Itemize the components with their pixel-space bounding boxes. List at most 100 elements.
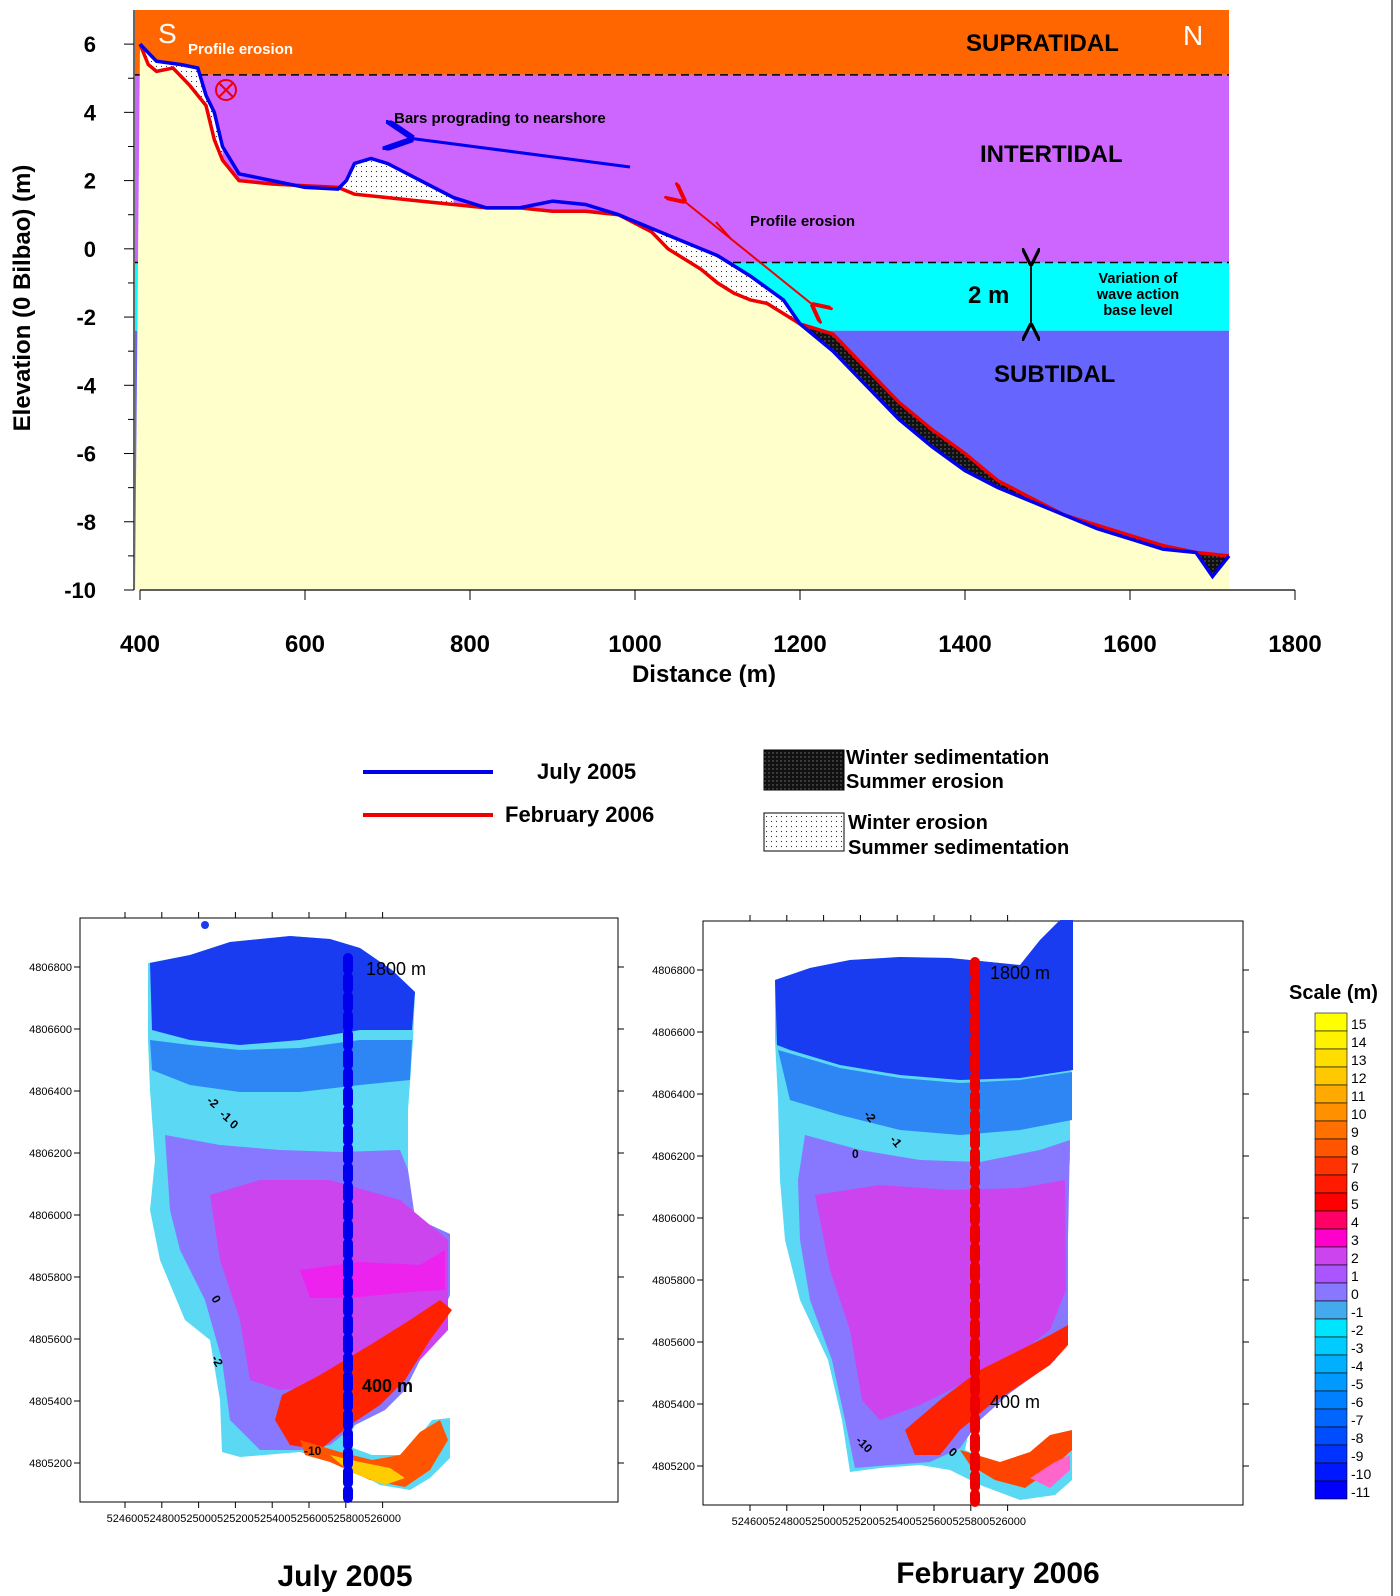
- x-tick-label-3: 1000: [608, 631, 661, 658]
- map-february-2006: 524600 524800 525000 525200 525400 525600 5258…: [652, 915, 1249, 1590]
- zone-label-subtidal: SUBTIDAL: [994, 361, 1115, 388]
- scale-label-3: 12: [1351, 1070, 1367, 1086]
- profile-erosion-tick: [715, 221, 733, 241]
- y-axis-title: Elevation (0 Bilbao) (m): [9, 165, 36, 432]
- legend-february-label: February 2006: [505, 802, 654, 827]
- map-february-label-400: 400 m: [990, 1392, 1040, 1412]
- scale-swatch-3: [1314, 1066, 1348, 1086]
- scale-label-5: 10: [1351, 1106, 1367, 1122]
- y-tick-label-7: -8: [76, 510, 96, 535]
- scale-label-1: 14: [1351, 1034, 1367, 1050]
- y-tick-label-5: -4: [76, 373, 96, 398]
- map2Ticks-y-label-8: 4805200: [652, 1461, 695, 1473]
- map-july-label-400: 400 m: [362, 1376, 413, 1396]
- scale-label-2: 13: [1351, 1052, 1367, 1068]
- x-tick-label-7: 1800: [1268, 631, 1321, 658]
- map2Ticks-x-label-2: 525000: [805, 1516, 842, 1528]
- map1Ticks-x-label-3: 525200: [217, 1513, 254, 1525]
- scale-label-22: -7: [1351, 1412, 1364, 1428]
- scale-swatch-26: [1314, 1480, 1348, 1500]
- map2Ticks-y-label-5: 4805800: [652, 1275, 695, 1287]
- scale-swatch-7: [1314, 1138, 1348, 1158]
- x-tick-label-4: 1200: [773, 631, 826, 658]
- map2Ticks-x-label-6: 525800: [952, 1516, 989, 1528]
- map1Ticks-y-label-4: 4806000: [29, 1210, 72, 1222]
- scale-swatch-12: [1314, 1228, 1348, 1248]
- scale-swatch-0: [1314, 1012, 1348, 1032]
- scale-swatch-20: [1314, 1372, 1348, 1392]
- scale-swatch-4: [1314, 1084, 1348, 1104]
- scale-label-19: -4: [1351, 1358, 1364, 1374]
- scale-swatch-8: [1314, 1156, 1348, 1176]
- legend-winter-erosion-swatch: [763, 812, 845, 852]
- x-tick-label-2: 800: [450, 631, 490, 658]
- scale-label-24: -9: [1351, 1448, 1364, 1464]
- legend-winter-sedimentation-line-2: Summer erosion: [846, 771, 1004, 793]
- wave-variation-line-1: Variation of: [1099, 271, 1178, 287]
- scale-swatch-10: [1314, 1192, 1348, 1212]
- x-tick-label-0: 400: [120, 631, 160, 658]
- scale-swatch-2: [1314, 1048, 1348, 1068]
- y-tick-label-2: 2: [84, 169, 96, 194]
- map1Ticks-y-label-7: 4805400: [29, 1396, 72, 1408]
- bars-prograding-arrow: [408, 138, 631, 169]
- map-july-bathymetry: [148, 936, 452, 1490]
- erosion-marker-icon: [215, 79, 237, 101]
- map-february-contour-label-3: 0: [852, 1147, 859, 1161]
- scale-label-12: 3: [1351, 1232, 1359, 1248]
- map1Ticks-y-label-1: 4806600: [29, 1024, 72, 1036]
- map2Ticks-x-label-7: 526000: [989, 1516, 1026, 1528]
- scale-swatch-23: [1314, 1426, 1348, 1446]
- map-february-label-1800: 1800 m: [990, 963, 1050, 983]
- y-tick-label-8: -10: [64, 578, 96, 603]
- map-july-title: July 2005: [277, 1560, 412, 1593]
- scale-label-13: 2: [1351, 1250, 1359, 1266]
- scale-swatch-5: [1314, 1102, 1348, 1122]
- color-scale-title: Scale (m): [1289, 982, 1378, 1004]
- scale-swatch-18: [1314, 1336, 1348, 1356]
- scale-label-25: -10: [1351, 1466, 1371, 1482]
- map1Ticks-x-label-0: 524600: [107, 1513, 144, 1525]
- map2Ticks-x-label-1: 524800: [768, 1516, 805, 1528]
- scale-label-6: 9: [1351, 1124, 1359, 1140]
- map-february-axis-ticks: 524600 524800 525000 525200 525400 525600 5258…: [652, 915, 1249, 1528]
- map-july-islet: [201, 921, 209, 929]
- wave-variation-line-3: base level: [1103, 303, 1172, 319]
- scale-label-23: -8: [1351, 1430, 1364, 1446]
- profile-erosion-arrow: [684, 201, 813, 305]
- map1Ticks-x-label-5: 525600: [291, 1513, 328, 1525]
- map-july-axis-ticks: 524600 524800 525000 525200 525400 525600 5258…: [29, 912, 624, 1525]
- scale-swatch-13: [1314, 1246, 1348, 1266]
- y-tick-label-0: 6: [84, 32, 96, 57]
- scale-label-21: -6: [1351, 1394, 1364, 1410]
- zone-label-supratidal: SUPRATIDAL: [966, 30, 1119, 57]
- map-july-contour-label-6: -10: [304, 1444, 322, 1458]
- map1Ticks-y-label-6: 4805600: [29, 1334, 72, 1346]
- scale-label-15: 0: [1351, 1286, 1359, 1302]
- legend-july-label: July 2005: [537, 759, 636, 784]
- y-tick-label-3: 0: [84, 237, 96, 262]
- map-july-label-1800: 1800 m: [366, 959, 426, 979]
- map1Ticks-x-label-1: 524800: [143, 1513, 180, 1525]
- winter-erosion-patch-top: [140, 44, 223, 161]
- map-february-bathymetry: [775, 920, 1073, 1500]
- zone-band-0: [135, 10, 1229, 75]
- scale-swatch-22: [1314, 1408, 1348, 1428]
- scale-label-8: 7: [1351, 1160, 1359, 1176]
- scale-swatch-14: [1314, 1264, 1348, 1284]
- scale-swatch-21: [1314, 1390, 1348, 1410]
- legend-winter-sedimentation-swatch: [763, 749, 845, 791]
- map1Ticks-x-label-4: 525400: [254, 1513, 291, 1525]
- scale-swatch-15: [1314, 1282, 1348, 1302]
- scale-label-11: 4: [1351, 1214, 1359, 1230]
- map2Ticks-x-label-3: 525200: [842, 1516, 879, 1528]
- map1Ticks-x-label-6: 525800: [327, 1513, 364, 1525]
- profile-chart: 6 4 2 0 -2 -4 -6 -8 -10 400 600 800 1000 1200 1400 1600…: [9, 10, 1322, 688]
- map2Ticks-y-label-6: 4805600: [652, 1337, 695, 1349]
- map1Ticks-y-label-0: 4806800: [29, 962, 72, 974]
- scale-label-18: -3: [1351, 1340, 1364, 1356]
- map2Ticks-x-label-0: 524600: [732, 1516, 769, 1528]
- scale-label-17: -2: [1351, 1322, 1364, 1338]
- map-february-title: February 2006: [896, 1557, 1099, 1590]
